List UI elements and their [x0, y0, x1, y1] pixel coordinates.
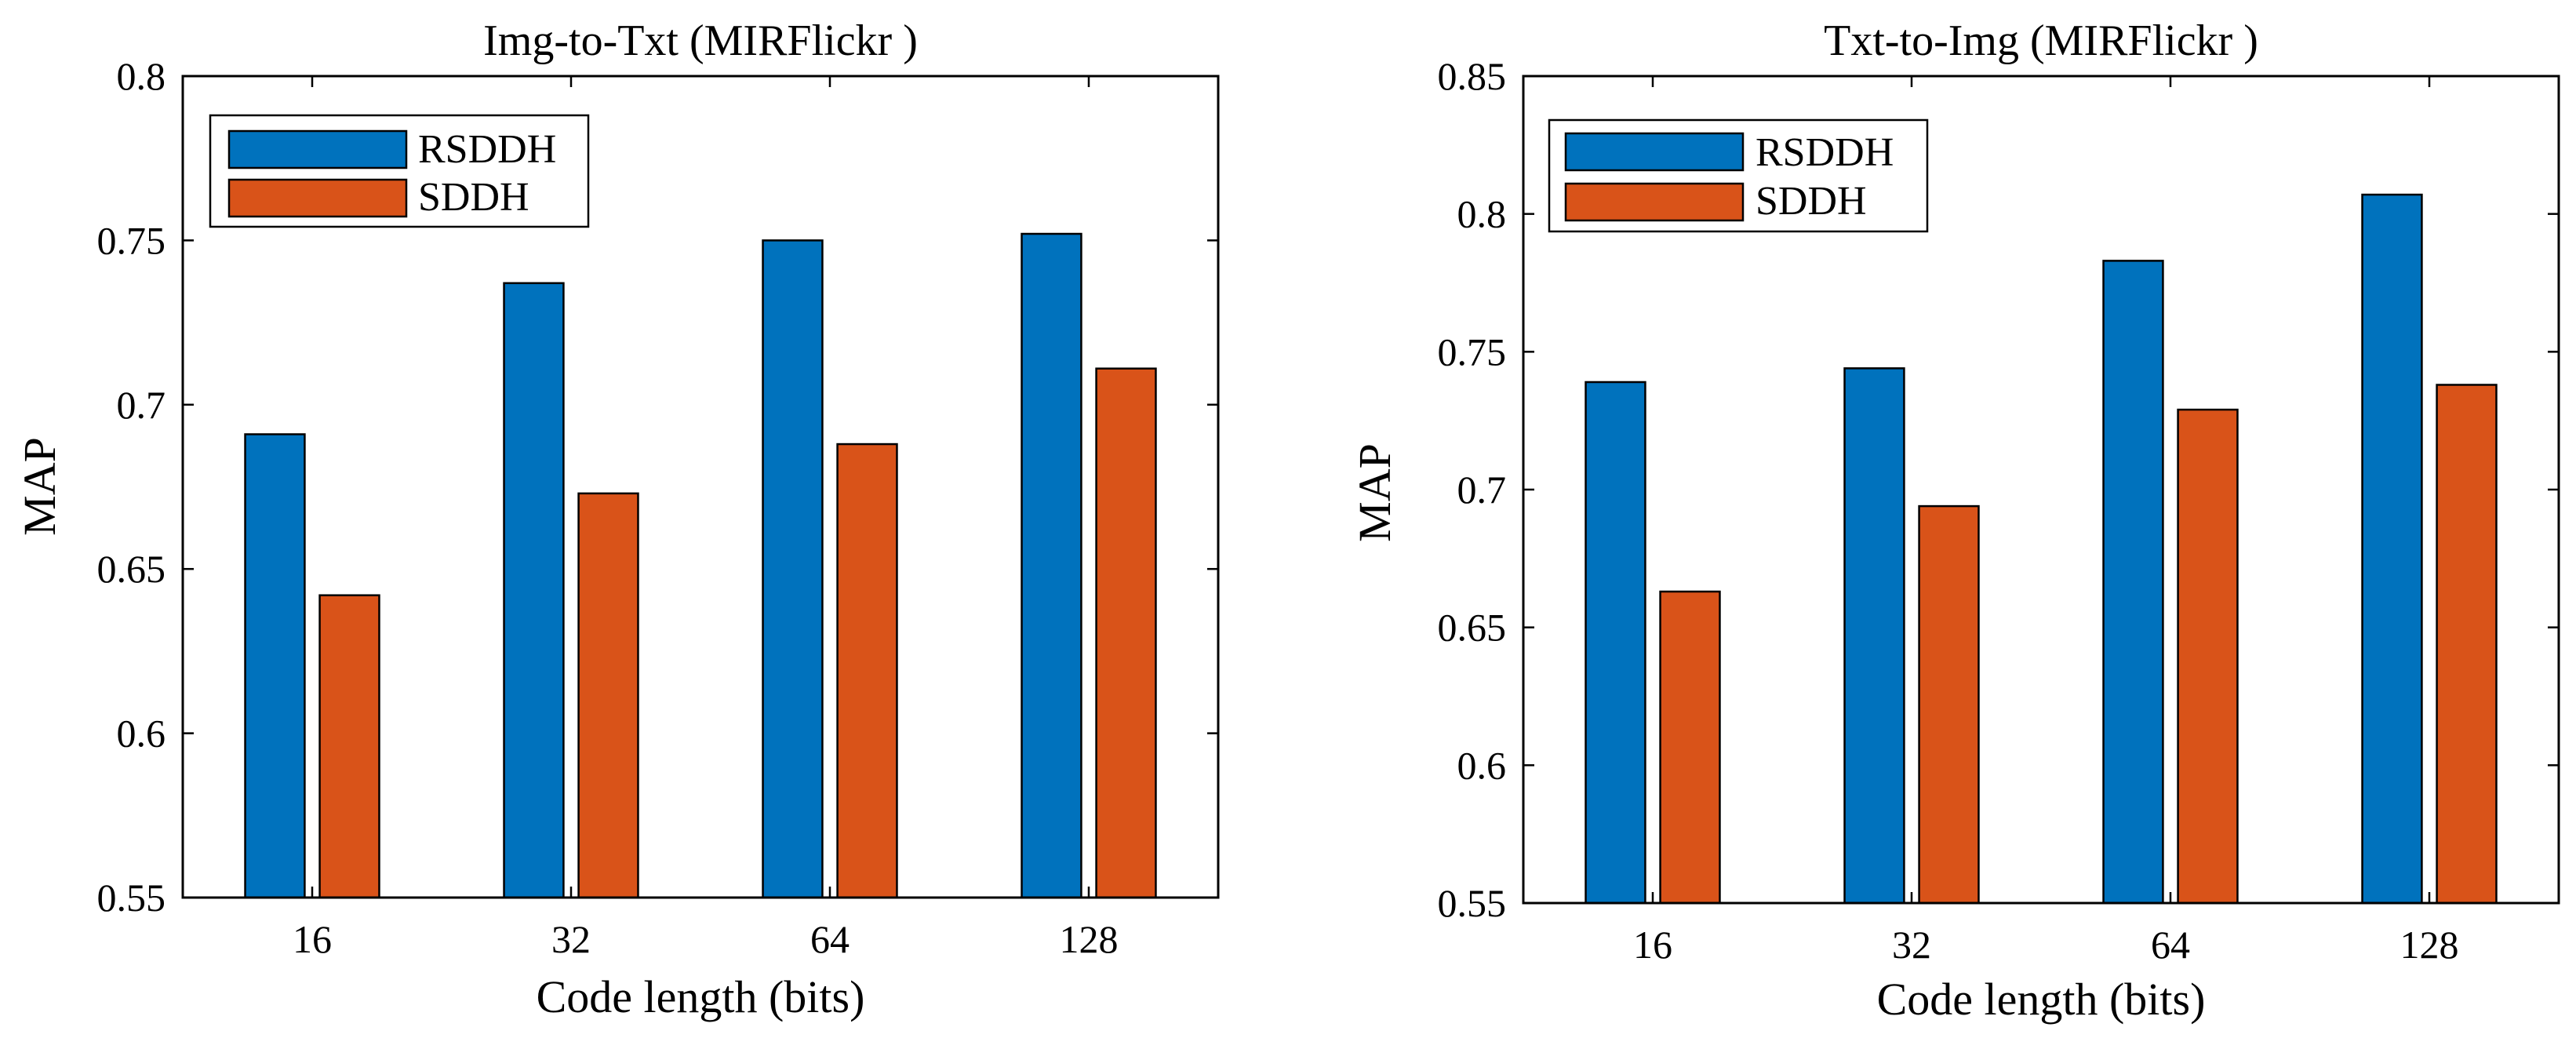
bar-sddh-128 [1095, 367, 1157, 899]
y-tick-label: 0.7 [1457, 468, 1507, 512]
legend: RSDDH SDDH [209, 114, 590, 228]
y-tick-label: 0.55 [97, 876, 166, 920]
chart-title: Img-to-Txt (MIRFlickr ) [483, 16, 918, 65]
y-tick-label: 0.8 [1457, 192, 1507, 236]
x-axis-label: Code length (bits) [537, 971, 865, 1022]
x-tick-label: 64 [810, 917, 850, 961]
chart-title: Txt-to-Img (MIRFlickr ) [1824, 16, 2258, 65]
x-tick-label: 16 [293, 917, 332, 961]
y-tick-label: 0.65 [97, 547, 166, 591]
bar-rsddh-32 [1843, 367, 1905, 905]
legend-label-sddh: SDDH [418, 175, 529, 220]
legend-swatch-sddh [227, 178, 408, 218]
bar-sddh-64 [2177, 408, 2239, 905]
bars-group [244, 232, 1157, 899]
x-ticks: 16 32 64 128 [1633, 76, 2459, 967]
y-tick-label: 0.85 [1438, 54, 1507, 98]
x-tick-label: 64 [2151, 923, 2190, 967]
bar-rsddh-64 [762, 239, 824, 899]
y-tick-label: 0.75 [97, 218, 166, 262]
legend-label-rsddh: RSDDH [1756, 130, 1894, 175]
x-tick-label: 16 [1633, 923, 1672, 967]
legend-label-rsddh: RSDDH [418, 127, 556, 172]
bar-rsddh-128 [1021, 232, 1082, 899]
bar-rsddh-128 [2361, 193, 2423, 905]
axes-box [181, 75, 1220, 899]
legend-swatch-sddh [1564, 182, 1745, 222]
y-tick-label: 0.7 [117, 383, 166, 427]
y-tick-label: 0.55 [1438, 881, 1507, 925]
bar-sddh-32 [1918, 504, 1980, 905]
x-tick-label: 128 [1060, 917, 1119, 961]
y-tick-label: 0.75 [1438, 330, 1507, 373]
bar-sddh-64 [836, 443, 898, 899]
y-tick-label: 0.65 [1438, 606, 1507, 650]
bar-sddh-16 [1659, 590, 1721, 905]
legend-swatch-rsddh [227, 129, 408, 169]
x-tick-label: 128 [2400, 923, 2459, 967]
legend: RSDDH SDDH [1548, 118, 1929, 233]
y-tick-label: 0.8 [117, 54, 166, 98]
y-ticks: 0.55 0.6 0.65 0.7 0.75 0.8 [97, 54, 1218, 920]
bar-rsddh-16 [1585, 381, 1646, 905]
x-tick-label: 32 [551, 917, 591, 961]
legend-swatch-rsddh [1564, 132, 1745, 172]
chart-img-to-txt: 0.55 0.6 0.65 0.7 0.75 0.8 16 32 64 128 Img-to-T… [14, 16, 1220, 1022]
bar-rsddh-64 [2102, 260, 2164, 905]
legend-label-sddh: SDDH [1756, 179, 1867, 224]
y-tick-label: 0.6 [117, 712, 166, 756]
y-axis-label: MAP [14, 437, 65, 536]
bars-group [1585, 193, 2498, 905]
x-ticks: 16 32 64 128 [293, 76, 1119, 961]
y-tick-label: 0.6 [1457, 743, 1507, 787]
y-axis-label: MAP [1349, 443, 1400, 542]
bar-sddh-128 [2436, 384, 2498, 905]
y-ticks: 0.55 0.6 0.65 0.7 0.75 0.8 0.85 [1438, 54, 2559, 925]
bar-rsddh-16 [244, 433, 306, 899]
chart-txt-to-img: 0.55 0.6 0.65 0.7 0.75 0.8 0.85 16 32 64 128 Txt-… [1349, 16, 2560, 1025]
x-tick-label: 32 [1892, 923, 1931, 967]
bar-sddh-16 [318, 594, 380, 899]
axes-box [1522, 75, 2560, 905]
bar-sddh-32 [577, 492, 639, 899]
bar-rsddh-32 [503, 282, 565, 899]
x-axis-label: Code length (bits) [1877, 974, 2206, 1025]
